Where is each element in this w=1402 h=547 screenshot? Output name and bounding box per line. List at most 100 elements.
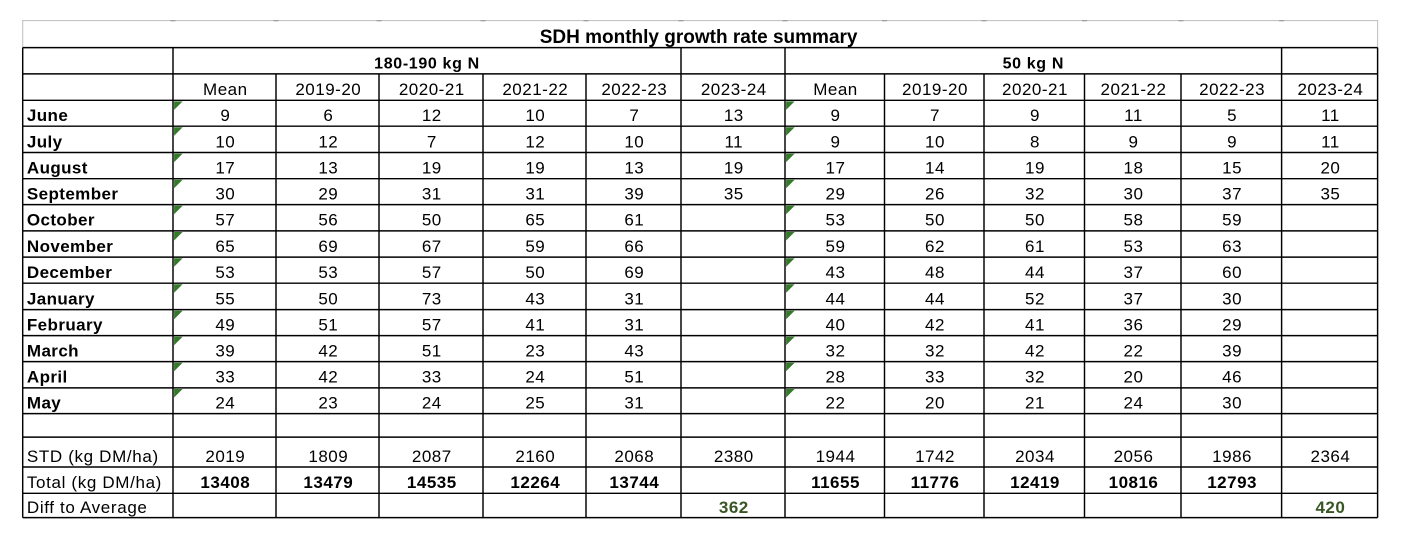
- svg-text:24: 24: [525, 368, 545, 387]
- svg-text:53: 53: [215, 263, 235, 282]
- svg-text:32: 32: [1025, 368, 1045, 387]
- svg-text:2020-21: 2020-21: [1002, 80, 1068, 99]
- svg-text:11655: 11655: [811, 473, 860, 492]
- svg-text:22: 22: [1124, 341, 1144, 360]
- svg-text:24: 24: [1124, 393, 1144, 412]
- svg-text:46: 46: [1222, 368, 1242, 387]
- svg-text:1944: 1944: [816, 447, 856, 466]
- svg-text:52: 52: [1025, 289, 1045, 308]
- svg-text:58: 58: [1124, 211, 1144, 230]
- svg-text:65: 65: [525, 211, 545, 230]
- svg-text:2022-23: 2022-23: [601, 80, 667, 99]
- svg-text:31: 31: [525, 184, 545, 203]
- svg-text:19: 19: [525, 159, 545, 178]
- svg-text:9: 9: [1129, 132, 1139, 151]
- svg-text:13479: 13479: [303, 473, 353, 492]
- svg-text:53: 53: [1124, 237, 1144, 256]
- svg-text:31: 31: [624, 315, 644, 334]
- svg-text:9: 9: [1030, 106, 1040, 125]
- svg-text:50: 50: [1025, 211, 1045, 230]
- svg-text:41: 41: [525, 315, 545, 334]
- svg-text:44: 44: [826, 289, 846, 308]
- svg-text:13: 13: [318, 159, 338, 178]
- svg-text:32: 32: [1025, 184, 1045, 203]
- svg-text:10: 10: [624, 132, 644, 151]
- svg-text:37: 37: [1124, 263, 1144, 282]
- svg-text:1809: 1809: [308, 447, 348, 466]
- svg-text:31: 31: [624, 289, 644, 308]
- svg-text:STD (kg DM/ha): STD (kg DM/ha): [27, 447, 159, 466]
- svg-text:9: 9: [220, 106, 230, 125]
- svg-text:8: 8: [1030, 132, 1040, 151]
- svg-text:39: 39: [215, 341, 235, 360]
- svg-text:33: 33: [925, 368, 945, 387]
- svg-text:SDH monthly growth rate summar: SDH monthly growth rate summary: [540, 27, 858, 48]
- svg-text:Mean: Mean: [203, 80, 248, 99]
- svg-text:2380: 2380: [714, 447, 754, 466]
- svg-text:41: 41: [1025, 315, 1045, 334]
- svg-text:2056: 2056: [1114, 447, 1154, 466]
- svg-text:2023-24: 2023-24: [701, 80, 767, 99]
- svg-text:26: 26: [925, 184, 945, 203]
- svg-text:73: 73: [422, 289, 442, 308]
- svg-text:10: 10: [525, 106, 545, 125]
- svg-text:35: 35: [724, 184, 744, 203]
- svg-text:19: 19: [1025, 159, 1045, 178]
- svg-text:5: 5: [1227, 106, 1237, 125]
- svg-text:January: January: [27, 289, 95, 308]
- svg-text:2019-20: 2019-20: [902, 80, 968, 99]
- svg-text:14: 14: [925, 159, 945, 178]
- svg-text:30: 30: [1124, 184, 1144, 203]
- svg-text:23: 23: [318, 393, 338, 412]
- svg-text:April: April: [27, 368, 68, 387]
- svg-text:2034: 2034: [1015, 447, 1055, 466]
- svg-text:7: 7: [629, 106, 639, 125]
- svg-text:50: 50: [422, 211, 442, 230]
- svg-text:15: 15: [1222, 159, 1242, 178]
- svg-text:44: 44: [1025, 263, 1045, 282]
- svg-text:10: 10: [925, 132, 945, 151]
- svg-text:18: 18: [1124, 159, 1144, 178]
- svg-text:62: 62: [925, 237, 945, 256]
- svg-text:362: 362: [719, 498, 749, 517]
- svg-text:39: 39: [1222, 341, 1242, 360]
- svg-text:6: 6: [323, 106, 333, 125]
- svg-text:51: 51: [318, 315, 338, 334]
- svg-text:61: 61: [1025, 237, 1045, 256]
- svg-text:October: October: [27, 211, 95, 230]
- svg-text:August: August: [27, 159, 88, 178]
- svg-text:42: 42: [1025, 341, 1045, 360]
- svg-text:50: 50: [525, 263, 545, 282]
- svg-text:180-190 kg N: 180-190 kg N: [374, 56, 480, 73]
- svg-text:22: 22: [826, 393, 846, 412]
- svg-text:10: 10: [215, 132, 235, 151]
- svg-text:20: 20: [925, 393, 945, 412]
- svg-text:19: 19: [422, 159, 442, 178]
- svg-text:37: 37: [1222, 184, 1242, 203]
- svg-text:11: 11: [1321, 106, 1340, 125]
- svg-text:11776: 11776: [911, 473, 960, 492]
- svg-text:33: 33: [422, 368, 442, 387]
- svg-text:61: 61: [624, 211, 644, 230]
- svg-text:31: 31: [422, 184, 442, 203]
- svg-text:2087: 2087: [412, 447, 452, 466]
- svg-text:13: 13: [724, 106, 744, 125]
- svg-text:49: 49: [215, 315, 235, 334]
- svg-text:12419: 12419: [1010, 473, 1060, 492]
- svg-text:2364: 2364: [1310, 447, 1350, 466]
- svg-text:24: 24: [422, 393, 442, 412]
- svg-text:20: 20: [1320, 159, 1340, 178]
- svg-text:7: 7: [427, 132, 437, 151]
- svg-text:31: 31: [624, 393, 644, 412]
- svg-text:30: 30: [215, 184, 235, 203]
- svg-text:Total (kg DM/ha): Total (kg DM/ha): [27, 473, 162, 492]
- svg-text:50: 50: [925, 211, 945, 230]
- svg-text:2021-22: 2021-22: [1101, 80, 1167, 99]
- svg-text:14535: 14535: [407, 473, 457, 492]
- svg-text:60: 60: [1222, 263, 1242, 282]
- svg-text:17: 17: [826, 159, 846, 178]
- svg-text:51: 51: [624, 368, 644, 387]
- svg-text:48: 48: [925, 263, 945, 282]
- svg-text:17: 17: [215, 159, 235, 178]
- svg-text:2019: 2019: [205, 447, 245, 466]
